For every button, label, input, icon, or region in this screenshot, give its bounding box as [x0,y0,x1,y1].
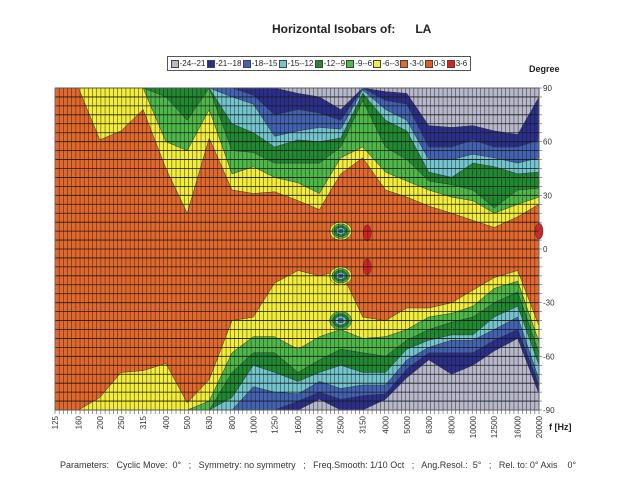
x-tick-label: 125 [51,415,60,429]
legend-swatch [400,59,409,68]
legend-swatch [242,59,251,68]
x-tick-label: 500 [183,415,192,429]
x-tick-label: 16000 [514,415,523,438]
y-tick-label: 90 [543,84,552,93]
legend-item: -6--3 [373,59,399,68]
legend-label: -21--18 [215,59,242,68]
legend-swatch [446,59,455,68]
legend-swatch [346,59,355,68]
x-tick-label: 20000 [535,415,544,438]
y-tick-label: 60 [543,138,552,147]
parameters-footer: Parameters: Cyclic Move: 0° ; Symmetry: … [60,460,577,470]
legend: -24--21 -21--18 -18--15 -15--12 -12--9 -9--6-… [167,56,471,71]
x-tick-label: 4000 [382,415,391,433]
legend-label: 3-6 [455,59,468,68]
legend-item: -21--18 [206,59,242,68]
y-tick-label: 0 [543,245,548,254]
x-tick-label: 3150 [359,415,368,433]
legend-item: -3-0 [400,59,424,68]
legend-label: -6--3 [382,59,400,68]
x-tick-label: 1600 [294,415,303,433]
legend-item: -12--9 [314,59,346,68]
x-tick-label: 2500 [337,415,346,433]
plot-frame [54,87,540,411]
legend-swatch [373,59,382,68]
legend-label: -12--9 [323,59,346,68]
x-tick-label: 10000 [469,415,478,438]
y-tick-label: -90 [543,406,555,415]
x-tick-label: 1000 [249,415,258,433]
legend-item: 3-6 [446,59,468,68]
x-tick-label: 1250 [271,415,280,433]
chart-title: Horizontal Isobars of: LA [272,22,451,36]
legend-swatch [424,59,433,68]
legend-label: -15--12 [287,59,314,68]
legend-label: 0-3 [433,59,446,68]
x-tick-label: 12500 [490,415,499,438]
x-tick-label: 160 [75,415,84,429]
legend-label: -18--15 [251,59,278,68]
x-tick-label: 2000 [315,415,324,433]
contour-island [362,224,372,242]
legend-label: -9--6 [355,59,373,68]
legend-item: -24--21 [170,59,206,68]
x-tick-label: 400 [162,415,171,429]
legend-swatch [206,59,215,68]
legend-swatch [314,59,323,68]
x-tick-label: 630 [205,415,214,429]
y-tick-label: 30 [543,191,552,200]
legend-item: 0-3 [424,59,446,68]
y-tick-label: -60 [543,352,555,361]
legend-item: -15--12 [278,59,314,68]
x-tick-label: 800 [228,415,237,429]
x-tick-label: 315 [139,415,148,429]
y-axis-label: Degree [529,64,560,74]
chart-title-text: Horizontal Isobars of: [272,22,396,36]
legend-label: -3-0 [409,59,424,68]
y-tick-label: -30 [543,299,555,308]
x-axis-label: f [Hz] [549,422,572,432]
x-tick-label: 6300 [425,415,434,433]
legend-item: -18--15 [242,59,278,68]
legend-swatch [278,59,287,68]
legend-item: -9--6 [346,59,372,68]
x-tick-label: 200 [96,415,105,429]
chart-title-subject: LA [415,22,432,36]
x-tick-label: 250 [117,415,126,429]
legend-swatch [170,59,179,68]
x-tick-label: 8000 [448,415,457,433]
x-tick-label: 5000 [403,415,412,433]
legend-label: -24--21 [179,59,206,68]
